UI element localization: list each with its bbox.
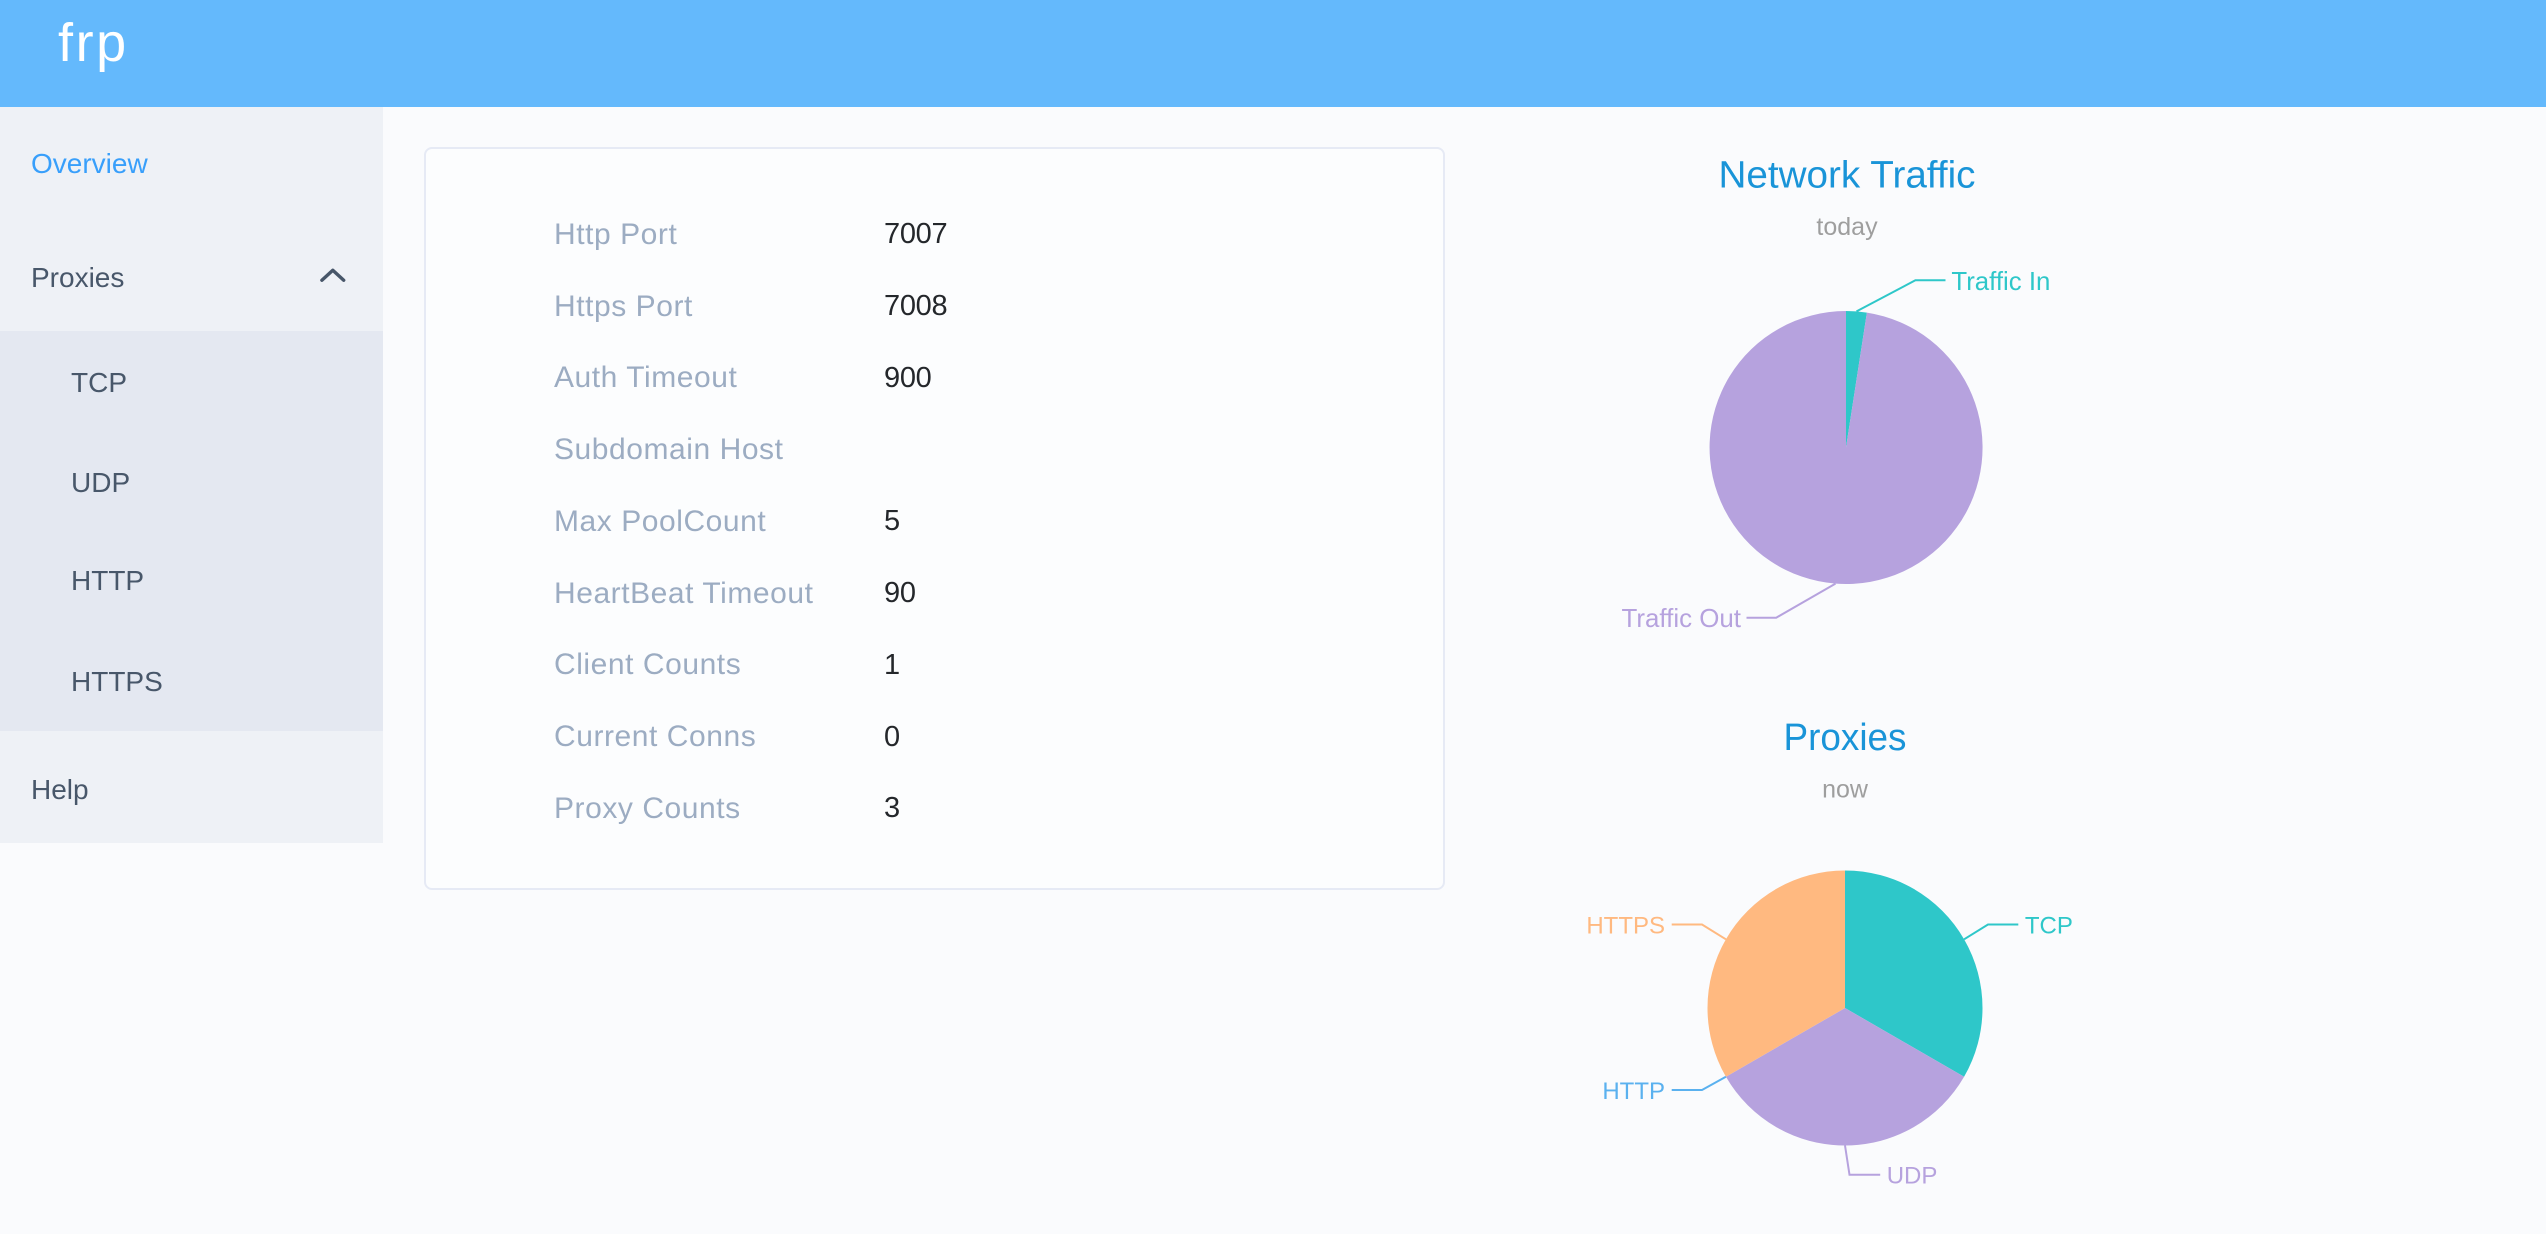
svg-text:Network Traffic: Network Traffic: [1719, 155, 1976, 197]
svg-text:today: today: [1816, 213, 1878, 241]
svg-text:UDP: UDP: [1887, 1163, 1938, 1190]
svg-text:TCP: TCP: [2025, 912, 2073, 939]
svg-text:now: now: [1822, 776, 1869, 804]
svg-text:Traffic In: Traffic In: [1951, 266, 2050, 296]
svg-text:HTTPS: HTTPS: [1586, 912, 1665, 939]
svg-text:HTTP: HTTP: [1602, 1078, 1665, 1105]
svg-text:Proxies: Proxies: [1784, 717, 1907, 759]
svg-text:Traffic Out: Traffic Out: [1622, 603, 1742, 633]
